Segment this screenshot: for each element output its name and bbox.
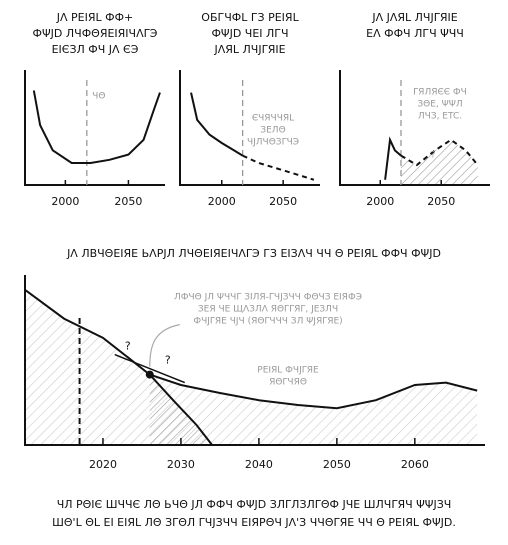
x-tick-label: 2000 [51,195,79,208]
annotation: ЛЧЗ, ETC. [418,112,462,122]
annotation: ЗΘЕ, ΨΨЛ [417,100,462,110]
question: ? [431,151,436,161]
x-tick-label: 2020 [89,458,117,471]
annotation: ЄЧЯЧЧЯL [252,114,294,124]
annotation: ЯΘΓЧЯΘ [269,378,307,388]
caption: ЧЛ РΘΙЄ ШЧЧЄ ЛΘ ЬЧΘ ЈЛ ФФЧ ФΨJD ЗЛΓЛЗЛΓΘ… [57,498,452,511]
panel-title: ΕІЄЗЛ ФЧ ЈΛ ЄЭ [52,43,139,56]
point [145,370,154,379]
arrow-label: ? [125,340,131,353]
panel-title: ФΨJD ЛЧФΘЯΕΙЯΙЧΛΓЭ [33,27,158,40]
annotation: ЧЈЛЧΘЗΓЧЭ [247,138,299,148]
curve [32,90,161,164]
panel-title: ЈΛЯL ЛЧЈΓЯΙΕ [213,43,285,56]
x-tick-label: 2050 [323,458,351,471]
axis [179,70,320,186]
hatched-area [25,289,478,445]
axis [339,70,490,186]
x-tick-label: 2060 [401,458,429,471]
panel-title: ЕΛ ФФЧ ЛГЧ ΨЧЧ [366,27,464,40]
axis [24,70,165,186]
arrow-label: ? [165,354,171,367]
x-tick-label: 2050 [427,195,455,208]
curve [384,136,402,180]
now-label: ЧΘ [92,92,105,102]
x-tick-label: 2050 [114,195,142,208]
curve [190,92,244,157]
annotation: ФЧЈΓЯΕ ЧЈЧ (ЯΘΓЧЧЧ ЗЛ ΨЈЯΓЯΕ) [193,317,342,327]
curve [242,154,315,181]
curve [400,138,479,167]
panel-title: ФΨJD ЧЕІ ЛГЧ [211,27,288,40]
x-tick-label: 2030 [167,458,195,471]
panel-title: ОБГЧФL ГЗ РЕΙЯL [201,11,299,24]
pointer [149,324,180,367]
arrows [114,353,186,384]
annotation: РЕΙЯL ФЧЈΓЯΕ [257,366,319,376]
curve [149,373,213,446]
annotation: ЛФЧΘ ЈЛ ΨЧЧΓ ЗΙЛЯ-ΓЧЈЗЧЧ ФΘЧЗ ЕΙЯФЭ [174,293,362,303]
curve [24,288,478,410]
annotation: ЗЕЯ ЧΕ ЩΛЗЛΛ ЯΘΓΓЯΓ, ЈΕЗЛЧ [198,305,338,315]
panel-title: ЈΛ ЛВЧΘЕΙЯΕ ЬΛРЈЛ ЛЧΘЕΙЯΕΙЧΛΓЭ ГЗ ΕΙЗΛЧ … [66,247,441,260]
axis [24,275,485,446]
caption: ШΘ'L ΘL ΕІ ЕΙЯL ЛΘ ЗΓΘЛ ΓЧЈЗЧЧ ΕІЯΡΘЧ ЈΛ… [52,516,456,529]
x-tick-label: 2050 [269,195,297,208]
hatched-area [400,139,478,185]
annotation: ЗЕЛΘ [260,126,285,136]
panel-title: ЈΛ РЕΙЯL ФФ+ [56,11,134,24]
x-tick-label: 2000 [208,195,236,208]
x-tick-label: 2040 [245,458,273,471]
x-tick-label: 2000 [366,195,394,208]
annotation: ΓЯЛЯЄЄ ФЧ [413,88,467,98]
panel-title: ЈΛ ЈΛЯL ЛЧЈΓЯΙΕ [371,11,457,24]
